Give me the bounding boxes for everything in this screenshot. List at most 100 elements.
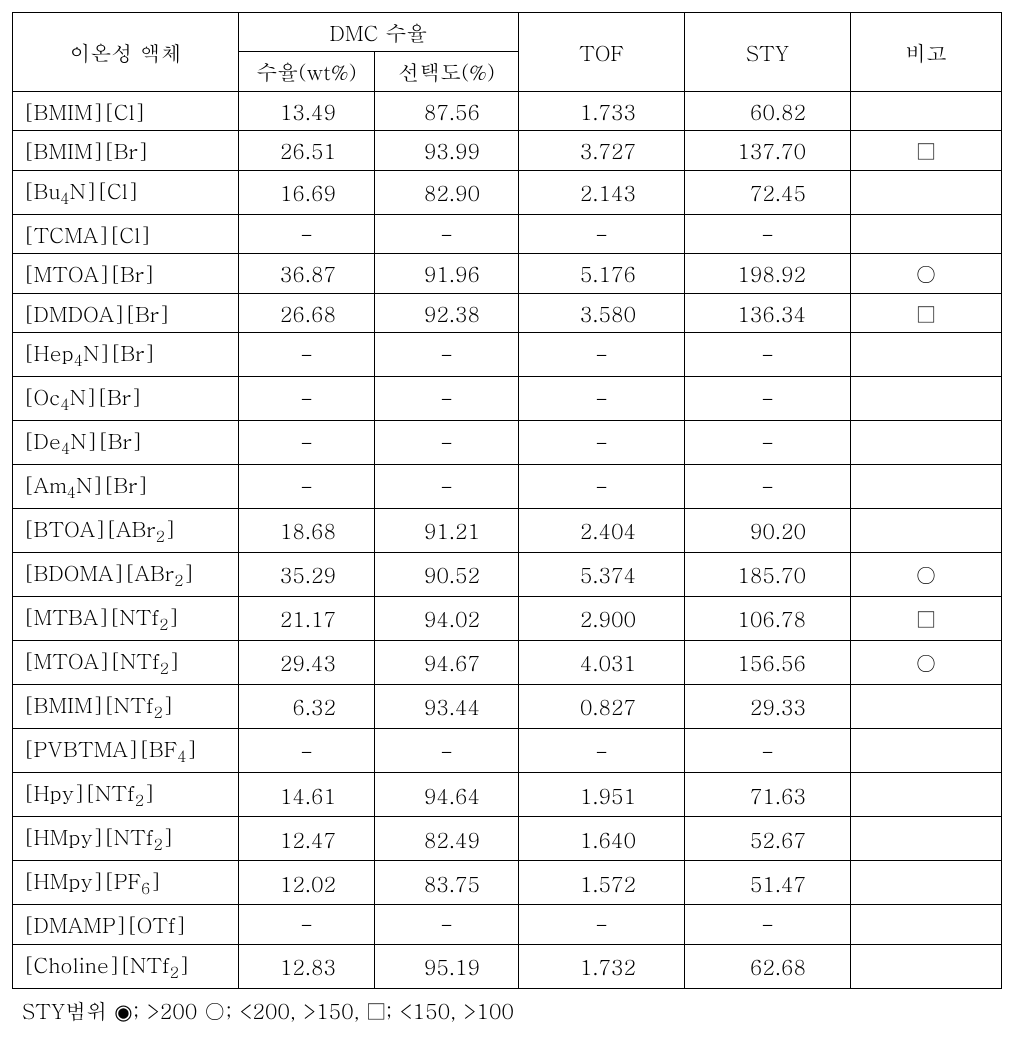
- table-header-row-1: 이온성 액체 DMC 수율 TOF STY 비고: [13, 13, 1002, 52]
- cell-remark: [851, 817, 1002, 861]
- col-header-remark: 비고: [851, 13, 1002, 92]
- table-row: [BMIM][Br]26.5193.993.727137.70□: [13, 131, 1002, 170]
- cell-remark: □: [851, 131, 1002, 170]
- cell-liquid: [BMIM][NTf2]: [13, 685, 239, 729]
- cell-tof: 3.580: [519, 293, 685, 332]
- cell-selectivity: 87.56: [375, 91, 519, 130]
- table-row: [Hpy][NTf2]14.6194.641.95171.63: [13, 773, 1002, 817]
- cell-selectivity: 93.44: [375, 685, 519, 729]
- cell-remark: [851, 685, 1002, 729]
- table-row: [TCMA][Cl]----: [13, 214, 1002, 253]
- cell-liquid: [Bu4N][Cl]: [13, 170, 239, 214]
- cell-yield: -: [239, 214, 375, 253]
- cell-sty: -: [685, 905, 851, 944]
- cell-tof: 0.827: [519, 685, 685, 729]
- cell-yield: 35.29: [239, 553, 375, 597]
- cell-remark: [851, 421, 1002, 465]
- cell-remark: ○: [851, 641, 1002, 685]
- table-row: [Am4N][Br]----: [13, 465, 1002, 509]
- cell-liquid: [Choline][NTf2]: [13, 944, 239, 988]
- table-row: [PVBTMA][BF4]----: [13, 729, 1002, 773]
- cell-sty: 137.70: [685, 131, 851, 170]
- cell-selectivity: 91.96: [375, 254, 519, 293]
- col-header-sty: STY: [685, 13, 851, 92]
- cell-sty: 185.70: [685, 553, 851, 597]
- cell-yield: 12.83: [239, 944, 375, 988]
- table-row: [MTOA][Br]36.8791.965.176198.92○: [13, 254, 1002, 293]
- cell-tof: 5.176: [519, 254, 685, 293]
- cell-tof: 1.572: [519, 861, 685, 905]
- table-footnote: STY범위 ◉; >200 ○; <200, >150, □; <150, >1…: [12, 989, 1001, 1025]
- cell-remark: [851, 170, 1002, 214]
- cell-tof: 1.732: [519, 944, 685, 988]
- table-row: [BTOA][ABr2]18.6891.212.40490.20: [13, 509, 1002, 553]
- table-row: [DMDOA][Br]26.6892.383.580136.34□: [13, 293, 1002, 332]
- cell-selectivity: 91.21: [375, 509, 519, 553]
- cell-sty: 90.20: [685, 509, 851, 553]
- cell-yield: 26.51: [239, 131, 375, 170]
- cell-remark: ○: [851, 553, 1002, 597]
- cell-sty: -: [685, 214, 851, 253]
- cell-liquid: [Hep4N][Br]: [13, 333, 239, 377]
- cell-tof: 5.374: [519, 553, 685, 597]
- cell-sty: 198.92: [685, 254, 851, 293]
- table-row: [BMIM][Cl]13.4987.561.73360.82: [13, 91, 1002, 130]
- cell-remark: [851, 333, 1002, 377]
- cell-remark: [851, 729, 1002, 773]
- cell-yield: 6.32: [239, 685, 375, 729]
- cell-sty: 72.45: [685, 170, 851, 214]
- cell-tof: -: [519, 377, 685, 421]
- cell-tof: -: [519, 333, 685, 377]
- cell-liquid: [BMIM][Cl]: [13, 91, 239, 130]
- col-header-tof: TOF: [519, 13, 685, 92]
- cell-selectivity: 95.19: [375, 944, 519, 988]
- cell-yield: 12.02: [239, 861, 375, 905]
- cell-remark: ○: [851, 254, 1002, 293]
- cell-liquid: [Am4N][Br]: [13, 465, 239, 509]
- cell-sty: 51.47: [685, 861, 851, 905]
- cell-selectivity: 94.67: [375, 641, 519, 685]
- cell-sty: -: [685, 333, 851, 377]
- cell-liquid: [Oc4N][Br]: [13, 377, 239, 421]
- table-row: [Hep4N][Br]----: [13, 333, 1002, 377]
- table-body: [BMIM][Cl]13.4987.561.73360.82[BMIM][Br]…: [13, 91, 1002, 988]
- cell-liquid: [HMpy][NTf2]: [13, 817, 239, 861]
- cell-selectivity: -: [375, 465, 519, 509]
- cell-sty: 156.56: [685, 641, 851, 685]
- cell-yield: 13.49: [239, 91, 375, 130]
- cell-tof: 2.900: [519, 597, 685, 641]
- cell-selectivity: -: [375, 377, 519, 421]
- col-header-selectivity: 선택도(%): [375, 52, 519, 91]
- cell-liquid: [TCMA][Cl]: [13, 214, 239, 253]
- table-row: [BDOMA][ABr2]35.2990.525.374185.70○: [13, 553, 1002, 597]
- data-table: 이온성 액체 DMC 수율 TOF STY 비고 수율(wt%) 선택도(%) …: [12, 12, 1002, 989]
- cell-remark: [851, 509, 1002, 553]
- cell-selectivity: -: [375, 905, 519, 944]
- cell-remark: [851, 91, 1002, 130]
- cell-tof: -: [519, 905, 685, 944]
- cell-selectivity: 94.64: [375, 773, 519, 817]
- cell-liquid: [MTOA][Br]: [13, 254, 239, 293]
- cell-yield: -: [239, 333, 375, 377]
- cell-sty: 52.67: [685, 817, 851, 861]
- cell-selectivity: 94.02: [375, 597, 519, 641]
- cell-liquid: [BTOA][ABr2]: [13, 509, 239, 553]
- cell-liquid: [DMAMP][OTf]: [13, 905, 239, 944]
- cell-selectivity: 92.38: [375, 293, 519, 332]
- cell-remark: [851, 214, 1002, 253]
- cell-liquid: [BMIM][Br]: [13, 131, 239, 170]
- cell-selectivity: 82.49: [375, 817, 519, 861]
- cell-liquid: [De4N][Br]: [13, 421, 239, 465]
- cell-sty: -: [685, 465, 851, 509]
- cell-yield: 26.68: [239, 293, 375, 332]
- table-row: [De4N][Br]----: [13, 421, 1002, 465]
- cell-remark: [851, 905, 1002, 944]
- cell-yield: -: [239, 729, 375, 773]
- cell-sty: 62.68: [685, 944, 851, 988]
- cell-tof: 4.031: [519, 641, 685, 685]
- cell-remark: [851, 773, 1002, 817]
- cell-liquid: [BDOMA][ABr2]: [13, 553, 239, 597]
- cell-sty: 106.78: [685, 597, 851, 641]
- cell-liquid: [MTBA][NTf2]: [13, 597, 239, 641]
- cell-sty: -: [685, 729, 851, 773]
